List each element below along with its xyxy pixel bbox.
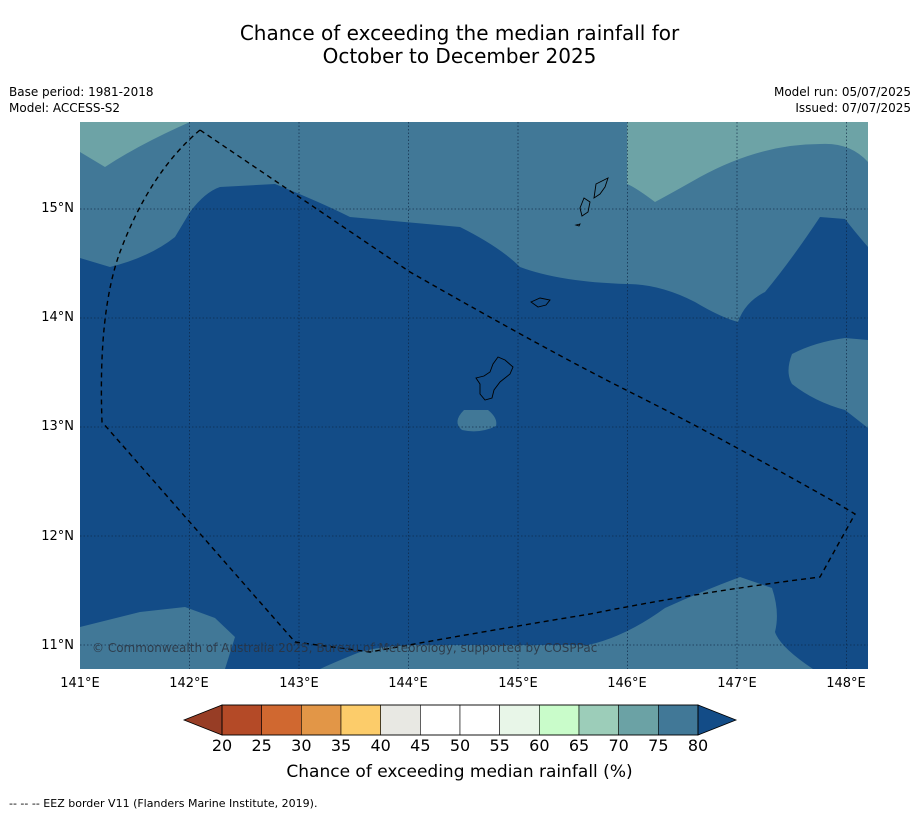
colorbar-swatch [618, 704, 659, 736]
colorbar-swatch [261, 704, 302, 736]
band-75-80-patch-central [457, 410, 497, 432]
islands [475, 177, 609, 401]
colorbar-tick-label: 20 [211, 736, 233, 755]
lon-tick-148: 148°E [826, 676, 866, 691]
gridlines [80, 122, 868, 669]
colorbar-tick-label: 50 [449, 736, 471, 755]
island-aguijan [574, 223, 581, 227]
copyright-text: © Commonwealth of Australia 2025, Bureau… [92, 641, 598, 655]
meta-left: Base period: 1981-2018 Model: ACCESS-S2 [9, 84, 154, 116]
island-rota [530, 297, 551, 308]
island-guam [475, 356, 514, 401]
meta-right: Model run: 05/07/2025 Issued: 07/07/2025 [774, 84, 911, 116]
colorbar-tick-label: 40 [370, 736, 391, 755]
colorbar-tick-label: 60 [529, 736, 550, 755]
colorbar-tick-label: 55 [489, 736, 510, 755]
lon-tick-144: 144°E [388, 676, 428, 691]
colorbar-swatch [539, 704, 580, 736]
colorbar-tick-label: 25 [251, 736, 272, 755]
title-line-2: October to December 2025 [322, 44, 597, 68]
lat-tick-13: 13°N [41, 419, 74, 434]
colorbar-swatches [221, 704, 699, 736]
colorbar-tick-label: 35 [330, 736, 352, 755]
band-70-75-nw [80, 122, 190, 167]
model-run-text: Model run: 05/07/2025 [773, 85, 911, 99]
colorbar-swatch [221, 704, 262, 736]
lat-tick-15: 15°N [41, 201, 74, 216]
colorbar-swatch [658, 704, 699, 736]
lon-tick-147: 147°E [717, 676, 757, 691]
footnote: -- -- -- EEZ border V11 (Flanders Marine… [9, 797, 318, 810]
colorbar-swatch [301, 704, 342, 736]
map-canvas [80, 122, 868, 669]
lat-tick-14: 14°N [41, 310, 74, 325]
colorbar-swatch [340, 704, 381, 736]
lat-tick-11: 11°N [41, 638, 74, 653]
island-tinian [579, 197, 591, 217]
model-text: Model: ACCESS-S2 [9, 101, 121, 115]
colorbar [182, 704, 738, 736]
issued-text: Issued: 07/07/2025 [795, 101, 911, 115]
colorbar-outline [221, 704, 699, 736]
colorbar-tick-label: 65 [568, 736, 590, 755]
colorbar-tick-label: 45 [410, 736, 431, 755]
colorbar-under-arrow [182, 704, 223, 736]
lon-tick-146: 146°E [607, 676, 647, 691]
colorbar-swatch [459, 704, 500, 736]
colorbar-swatch [499, 704, 540, 736]
colorbar-tick-label: 70 [608, 736, 629, 755]
lon-tick-142: 142°E [169, 676, 209, 691]
colorbar-tick-label: 75 [648, 736, 669, 755]
colorbar-title: Chance of exceeding median rainfall (%) [286, 762, 633, 782]
map-title: Chance of exceeding the median rainfall … [0, 22, 919, 68]
colorbar-over-arrow [697, 704, 738, 736]
colorbar-tick-label: 80 [687, 736, 709, 755]
lon-tick-141: 141°E [60, 676, 100, 691]
lon-tick-145: 145°E [498, 676, 538, 691]
island-saipan [593, 177, 609, 199]
lat-tick-12: 12°N [41, 529, 74, 544]
lon-tick-143: 143°E [279, 676, 319, 691]
band-70-75-ne [627, 122, 868, 202]
colorbar-swatch [578, 704, 619, 736]
map-area[interactable] [80, 122, 868, 669]
colorbar-swatch [420, 704, 461, 736]
band-75-80-patch-north [285, 122, 312, 157]
base-period-text: Base period: 1981-2018 [9, 85, 154, 99]
colorbar-swatch [380, 704, 421, 736]
title-line-1: Chance of exceeding the median rainfall … [239, 21, 680, 45]
colorbar-tick-label: 30 [291, 736, 312, 755]
eez-border [100, 129, 856, 653]
